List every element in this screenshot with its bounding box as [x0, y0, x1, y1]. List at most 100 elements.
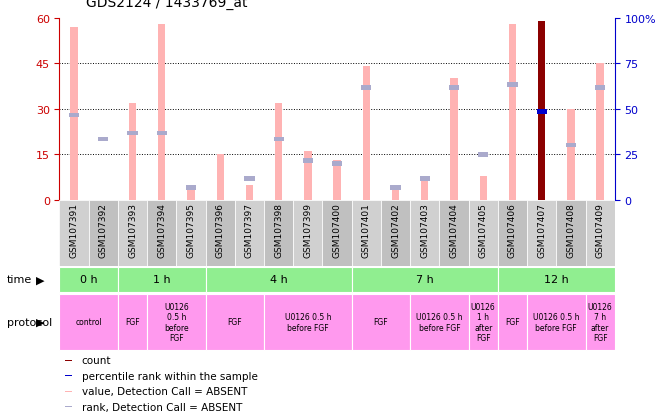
Text: FGF: FGF — [505, 318, 520, 327]
Bar — [361, 86, 371, 90]
Bar — [71, 28, 78, 200]
Text: GSM107401: GSM107401 — [362, 202, 371, 257]
Bar — [440, 200, 469, 266]
Text: GSM107391: GSM107391 — [69, 202, 79, 257]
Text: GSM107393: GSM107393 — [128, 202, 137, 257]
Bar — [98, 138, 108, 142]
Bar — [557, 200, 586, 266]
Text: U0126 0.5 h
before FGF: U0126 0.5 h before FGF — [285, 313, 331, 332]
Bar — [206, 268, 352, 292]
Bar — [498, 200, 527, 266]
Text: FGF: FGF — [373, 318, 388, 327]
Bar — [65, 391, 72, 392]
Bar — [538, 21, 545, 200]
Bar — [586, 200, 615, 266]
Text: rank, Detection Call = ABSENT: rank, Detection Call = ABSENT — [82, 402, 242, 412]
Bar — [469, 294, 498, 350]
Bar — [65, 375, 72, 376]
Bar — [323, 200, 352, 266]
Text: GSM107398: GSM107398 — [274, 202, 283, 257]
Bar — [147, 200, 176, 266]
Text: 0 h: 0 h — [80, 275, 98, 285]
Text: 1 h: 1 h — [153, 275, 171, 285]
Bar — [333, 161, 341, 200]
Bar — [245, 177, 254, 181]
Bar — [508, 83, 518, 88]
Text: FGF: FGF — [227, 318, 242, 327]
Bar — [217, 155, 224, 200]
Bar — [235, 200, 264, 266]
Bar — [332, 161, 342, 166]
Text: FGF: FGF — [125, 318, 140, 327]
Text: 12 h: 12 h — [544, 275, 568, 285]
Text: ▶: ▶ — [36, 317, 45, 327]
Bar — [59, 200, 89, 266]
Text: U0126 0.5 h
before FGF: U0126 0.5 h before FGF — [416, 313, 463, 332]
Bar — [480, 176, 487, 200]
Text: 7 h: 7 h — [416, 275, 434, 285]
Bar — [352, 294, 410, 350]
Bar — [246, 185, 253, 200]
Text: U0126
1 h
after
FGF: U0126 1 h after FGF — [471, 302, 496, 342]
Bar — [65, 406, 72, 407]
Bar — [118, 200, 147, 266]
Bar — [157, 131, 167, 136]
Text: GSM107403: GSM107403 — [420, 202, 429, 257]
Text: U0126
7 h
after
FGF: U0126 7 h after FGF — [588, 302, 613, 342]
Bar — [586, 294, 615, 350]
Bar — [206, 294, 264, 350]
Bar — [118, 268, 206, 292]
Bar — [420, 177, 430, 181]
Bar — [498, 294, 527, 350]
Bar — [595, 86, 605, 90]
Bar — [392, 185, 399, 200]
Bar — [352, 200, 381, 266]
Bar — [567, 109, 574, 200]
Text: U0126
0.5 h
before
FGF: U0126 0.5 h before FGF — [164, 302, 189, 342]
Text: 4 h: 4 h — [270, 275, 288, 285]
Text: GDS2124 / 1433769_at: GDS2124 / 1433769_at — [86, 0, 247, 10]
Text: GSM107408: GSM107408 — [566, 202, 575, 257]
Text: GSM107402: GSM107402 — [391, 202, 400, 257]
Text: time: time — [7, 275, 32, 285]
Bar — [469, 200, 498, 266]
Text: GSM107407: GSM107407 — [537, 202, 546, 257]
Text: GSM107392: GSM107392 — [99, 202, 108, 257]
Bar — [89, 200, 118, 266]
Bar — [129, 103, 136, 200]
Text: GSM107404: GSM107404 — [449, 202, 459, 257]
Bar — [596, 64, 603, 200]
Bar — [118, 294, 147, 350]
Bar — [450, 79, 457, 200]
Bar — [186, 186, 196, 190]
Text: GSM107397: GSM107397 — [245, 202, 254, 257]
Bar — [381, 200, 410, 266]
Bar — [352, 268, 498, 292]
Bar — [59, 268, 118, 292]
Text: GSM107406: GSM107406 — [508, 202, 517, 257]
Text: GSM107399: GSM107399 — [303, 202, 313, 257]
Bar — [176, 200, 206, 266]
Bar — [69, 113, 79, 118]
Bar — [65, 360, 72, 361]
Bar — [509, 25, 516, 200]
Text: GSM107400: GSM107400 — [332, 202, 342, 257]
Bar — [59, 294, 118, 350]
Bar — [391, 186, 401, 190]
Bar — [206, 200, 235, 266]
Bar — [410, 200, 440, 266]
Bar — [147, 294, 206, 350]
Text: value, Detection Call = ABSENT: value, Detection Call = ABSENT — [82, 386, 247, 396]
Text: GSM107395: GSM107395 — [186, 202, 196, 257]
Text: GSM107396: GSM107396 — [215, 202, 225, 257]
Text: control: control — [75, 318, 102, 327]
Bar — [527, 200, 557, 266]
Bar — [498, 268, 615, 292]
Bar — [128, 131, 137, 136]
Bar — [478, 153, 488, 157]
Text: count: count — [82, 355, 111, 366]
Bar — [187, 185, 194, 200]
Bar — [527, 294, 586, 350]
Text: protocol: protocol — [7, 317, 52, 327]
Bar — [363, 67, 370, 200]
